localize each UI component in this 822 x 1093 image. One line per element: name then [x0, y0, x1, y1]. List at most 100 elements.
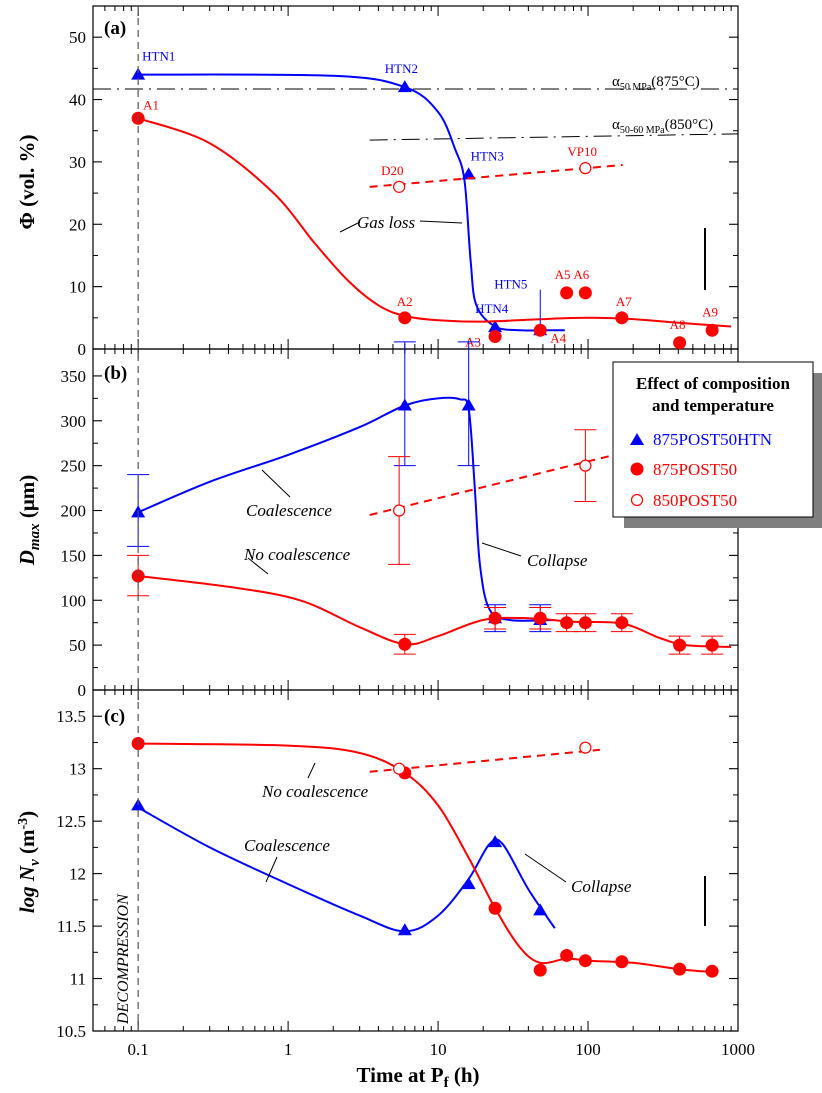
panel-a-reference-line-2 [369, 133, 739, 141]
panel-b-ylabel-unit: (μm) [15, 475, 39, 524]
annotation-collapse-c: Collapse [571, 877, 632, 896]
point-label-d20: D20 [381, 163, 403, 178]
point-label-a5: A5 [555, 267, 571, 282]
annotation-no-coalescence-b: No coalescence [243, 545, 351, 564]
panel-c-850post50-point [393, 762, 406, 775]
legend-item-875post50htn: 875POST50HTN [653, 430, 772, 449]
panel-b-ytick-label: 50 [69, 636, 86, 655]
legend-filled-circle-marker [630, 462, 644, 476]
alpha-850-tail: (850°C) [665, 117, 714, 133]
panel-b-ytick-label: 150 [61, 546, 87, 565]
annotations: Gas loss Coalescence No coalescence Coll… [243, 213, 632, 896]
panel-a-tag: (a) [104, 18, 126, 39]
x-axis-label-unit: (h) [449, 1063, 480, 1087]
panel-a-875post50-point [560, 286, 574, 300]
x-tick-label: 100 [575, 1040, 601, 1059]
gas-loss-leader [419, 220, 463, 224]
panel-a-850post50-point [579, 162, 592, 175]
legend-triangle-marker [630, 433, 644, 445]
panel-a-875post50htn-point [131, 67, 146, 80]
panel-c-ylabel-unit: (m [15, 829, 39, 859]
annotation-coalescence-b: Coalescence [246, 501, 332, 520]
panel-c-plot: 10.5 11 11.5 12 12.5 13 13.5 0.1 1 10 100 1000 [56, 690, 755, 1059]
panel-b-tag: (b) [104, 363, 127, 384]
point-label-htn1: HTN1 [142, 49, 175, 64]
panel-a-875post50-point [488, 330, 502, 344]
x-axis-label-main: Time at P [356, 1063, 443, 1087]
panel-b-850post50-curve [369, 453, 615, 516]
legend-item-850post50: 850POST50 [653, 491, 737, 510]
panel-c-875post50-point [705, 964, 719, 978]
panel-c-ylabel-sup: -3 [16, 818, 31, 830]
panel-a-875post50-point [615, 311, 629, 325]
x-axis-label: Time at Pf (h) [356, 1063, 479, 1091]
panel-b-875post50htn-curve [137, 396, 555, 622]
collapse-b-leader [481, 542, 522, 557]
panel-c-ytick-label: 13.5 [56, 707, 86, 726]
panel-b-ytick-label: 250 [61, 457, 87, 476]
panel-b-ytick-label: 0 [78, 681, 87, 700]
legend: Effect of composition and temperature 87… [612, 361, 822, 528]
panel-c-ytick-label: 11.5 [57, 917, 86, 936]
panel-b-850post50-point [579, 459, 592, 472]
panel-a-ytick-label: 40 [69, 91, 86, 110]
point-label-vp10: VP10 [567, 144, 597, 159]
panel-b-875post50-point [488, 611, 502, 625]
panel-b-875post50-point [398, 637, 412, 651]
panel-c-ytick-label: 12.5 [56, 812, 86, 831]
panel-b-875post50htn-point [397, 398, 412, 411]
panel-b-ylabel-sub: max [27, 523, 43, 550]
panel-c-ytick-label: 10.5 [56, 1022, 86, 1041]
coalescence-b-leader [261, 469, 291, 498]
panel-c-875post50-point [560, 948, 574, 962]
x-tick-label: 0.1 [128, 1040, 149, 1059]
coalescence-c-leader [265, 856, 278, 883]
panel-a-ylabel: Φ (vol. %) [15, 135, 39, 230]
panel-a-ytick-label: 0 [78, 340, 87, 359]
panel-a-875post50-point [533, 323, 547, 337]
panel-b-ylabel-main: D [15, 550, 39, 566]
panel-a-850post50-point [393, 180, 406, 193]
panel-b-850post50-point [393, 504, 406, 517]
panel-a-875post50htn-curve [138, 73, 565, 332]
decompression-label: DECOMPRESSION [115, 893, 132, 1025]
alpha-875-tail: (875°C) [651, 74, 700, 90]
panel-c-850post50-curve [369, 748, 600, 773]
panel-c-875post50-point [533, 963, 547, 977]
panel-a-875post50htn-point [461, 167, 476, 180]
point-label-a2: A2 [397, 294, 413, 309]
panel-a-ytick-label: 20 [69, 215, 86, 234]
alpha-875-label: α50 MPa(875°C) [612, 74, 700, 93]
point-label-a7: A7 [616, 294, 632, 309]
x-tick-label: 10 [430, 1040, 447, 1059]
point-label-htn3: HTN3 [471, 148, 504, 163]
panel-a-875post50-point [398, 311, 412, 325]
panel-c-875post50htn-point [488, 835, 503, 848]
panel-c-875post50-point [488, 901, 502, 915]
x-axis-label-sub: f [444, 1075, 450, 1091]
panel-b-875post50-point [578, 616, 592, 630]
panel-c-875post50htn-point [461, 877, 476, 890]
point-label-htn4: HTN4 [475, 301, 509, 316]
panel-c-tag: (c) [104, 706, 125, 727]
panel-b-875post50-curve [137, 575, 732, 648]
panel-b-ytick-label: 100 [61, 591, 87, 610]
annotation-collapse-b: Collapse [527, 551, 588, 570]
alpha-850-sub: 50-60 MPa [620, 125, 665, 136]
x-tick-label: 1000 [721, 1040, 755, 1059]
panel-c-875post50-point [615, 955, 629, 969]
panel-c-875post50htn-curve [137, 806, 556, 933]
panel-c-ylabel-sub: v [27, 859, 43, 866]
panel-b-ytick-label: 350 [61, 367, 87, 386]
annotation-gas-loss: Gas loss [357, 213, 415, 232]
legend-title-line1: Effect of composition [636, 374, 790, 393]
panel-a-875post50-point [578, 286, 592, 300]
point-label-a4: A4 [550, 330, 566, 345]
point-label-a8: A8 [670, 317, 686, 332]
point-label-htn5: HTN5 [494, 276, 527, 291]
annotation-no-coalescence-c: No coalescence [261, 782, 369, 801]
alpha-850-label: α50-60 MPa(850°C) [612, 117, 713, 136]
legend-open-circle-marker [630, 493, 644, 507]
panel-c-ylabel: log Nv (m-3) [15, 811, 43, 913]
